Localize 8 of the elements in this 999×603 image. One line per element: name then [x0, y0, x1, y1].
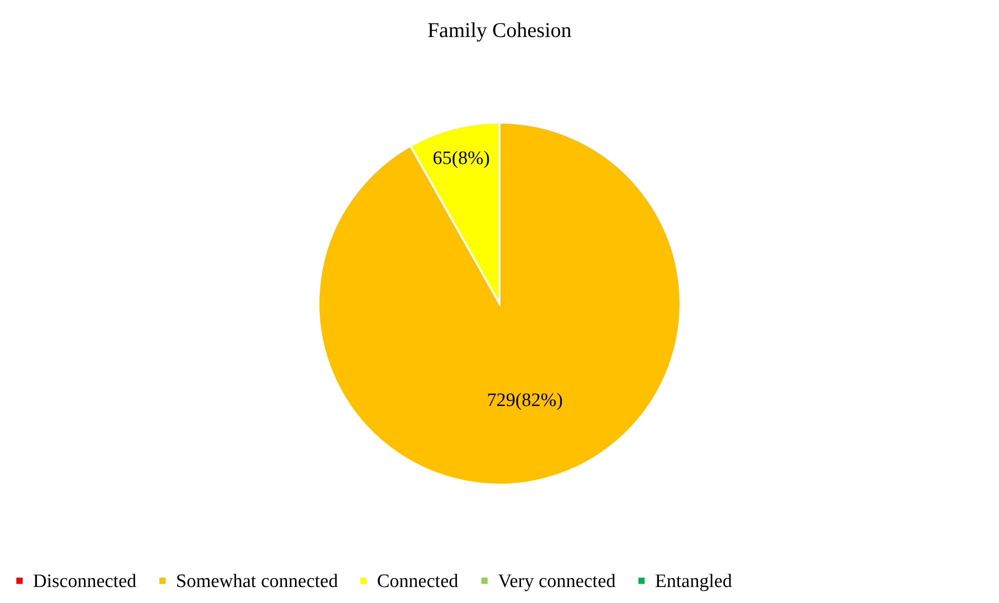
legend-label: Disconnected: [33, 570, 137, 592]
legend-label: Very connected: [498, 570, 616, 592]
chart-title: Family Cohesion: [427, 18, 572, 42]
data-label: 729(82%): [486, 390, 563, 411]
legend-label: Connected: [377, 570, 459, 592]
data-label: 65(8%): [432, 148, 490, 170]
legend-label: Somewhat connected: [176, 570, 338, 592]
legend-label: Entangled: [655, 570, 733, 592]
